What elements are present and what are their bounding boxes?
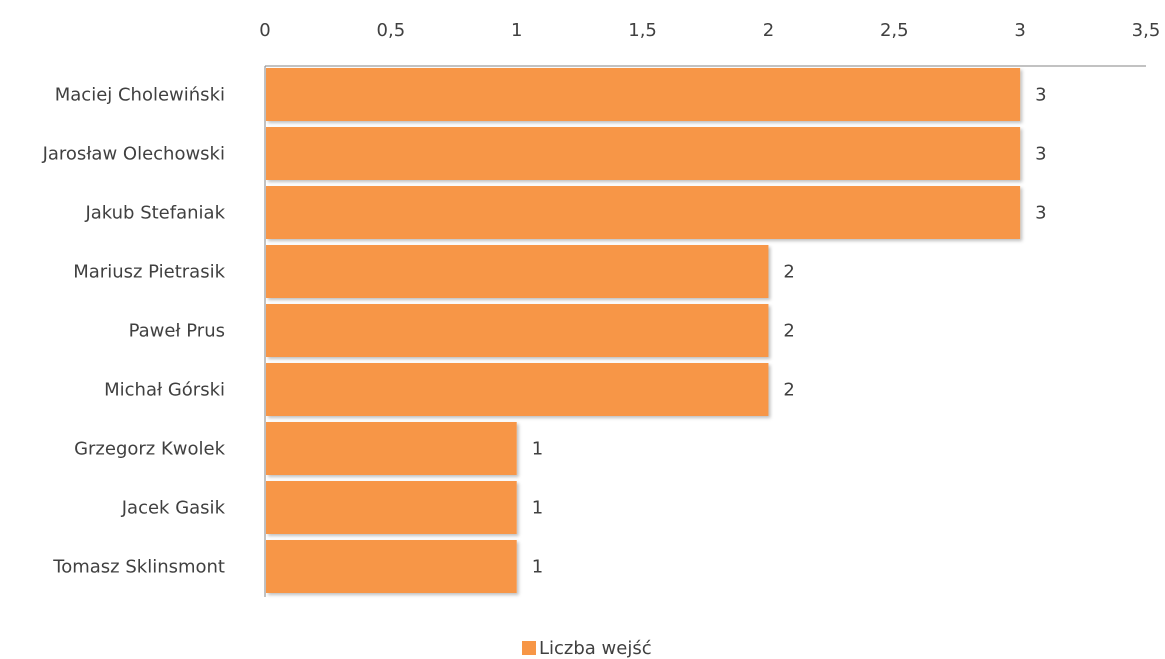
bar [266,481,517,534]
x-tick-label: 1,5 [628,20,657,41]
x-tick-label: 3 [1014,20,1025,41]
x-tick-label: 2,5 [880,20,909,41]
x-tick-label: 2 [763,20,774,41]
category-label: Jarosław Olechowski [42,144,225,165]
legend-label: Liczba wejść [539,638,652,659]
x-tick-label: 0,5 [377,20,406,41]
bar [266,540,517,593]
legend: Liczba wejść [522,638,652,659]
legend-swatch [522,641,536,655]
category-label: Grzegorz Kwolek [74,439,225,460]
category-label: Tomasz Sklinsmont [52,557,225,578]
x-tick-label: 0 [259,20,270,41]
bar [266,245,769,298]
category-label: Paweł Prus [129,321,225,342]
data-label: 3 [1035,85,1046,106]
x-tick-label: 1 [511,20,522,41]
category-label: Jacek Gasik [121,498,226,519]
category-label: Mariusz Pietrasik [73,262,225,283]
data-label: 3 [1035,203,1046,224]
bar [266,68,1021,121]
bar [266,363,769,416]
x-tick-label: 3,5 [1132,20,1161,41]
category-label: Jakub Stefaniak [84,203,225,224]
data-label: 3 [1035,144,1046,165]
data-label: 2 [783,321,794,342]
bar [266,304,769,357]
data-label: 1 [532,439,543,460]
data-label: 2 [783,380,794,401]
data-label: 2 [783,262,794,283]
bar [266,422,517,475]
bar [266,186,1021,239]
category-label: Maciej Cholewiński [55,85,225,106]
data-label: 1 [532,498,543,519]
bar [266,127,1021,180]
plot-area: 0 0,5 1 1,5 2 2,5 3 3,5 Maciej Cholewiński 3 Jaros… [42,20,1161,597]
category-label: Michał Górski [104,380,225,401]
data-label: 1 [532,557,543,578]
